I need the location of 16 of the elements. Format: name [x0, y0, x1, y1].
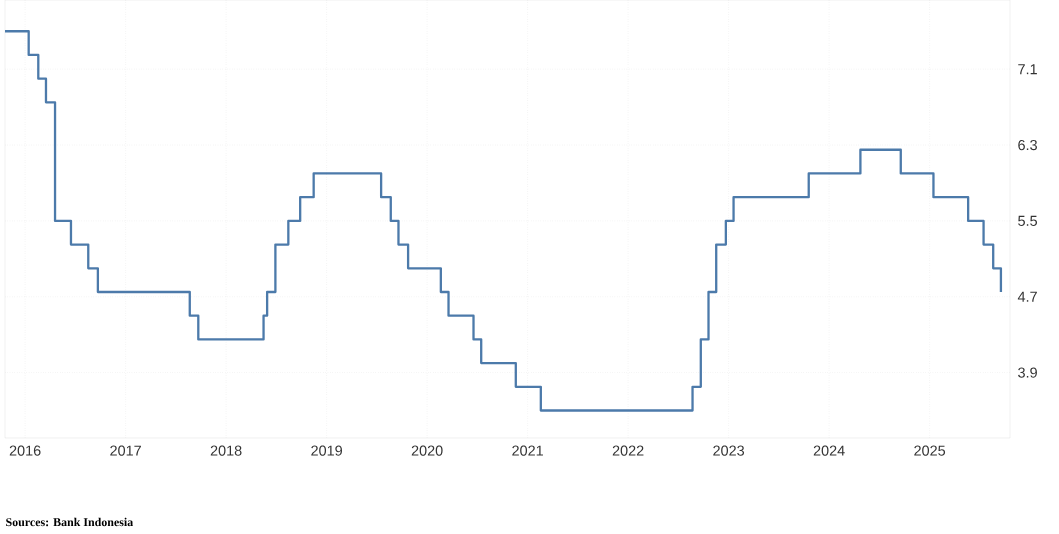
- y-tick-label: 5.5: [1018, 215, 1038, 226]
- y-tick-label: 3.9: [1018, 367, 1037, 378]
- x-tick-label: 2025: [914, 445, 946, 456]
- source-note: Sources: Bank Indonesia: [6, 517, 134, 527]
- y-tick-label: 6.3: [1018, 139, 1037, 151]
- x-tick-label: 2022: [612, 445, 644, 456]
- x-tick-label: 2024: [813, 445, 845, 456]
- x-tick-label: 2016: [9, 445, 41, 456]
- x-tick-label: 2023: [713, 445, 745, 456]
- x-tick-label: 2018: [210, 445, 242, 456]
- x-tick-label: 2020: [411, 445, 443, 456]
- y-tick-label: 7.1: [1018, 64, 1037, 75]
- y-tick-label: 4.7: [1017, 291, 1037, 302]
- x-tick-label: 2017: [110, 445, 141, 456]
- x-tick-label: 2021: [512, 445, 543, 456]
- x-tick-label: 2019: [311, 445, 342, 456]
